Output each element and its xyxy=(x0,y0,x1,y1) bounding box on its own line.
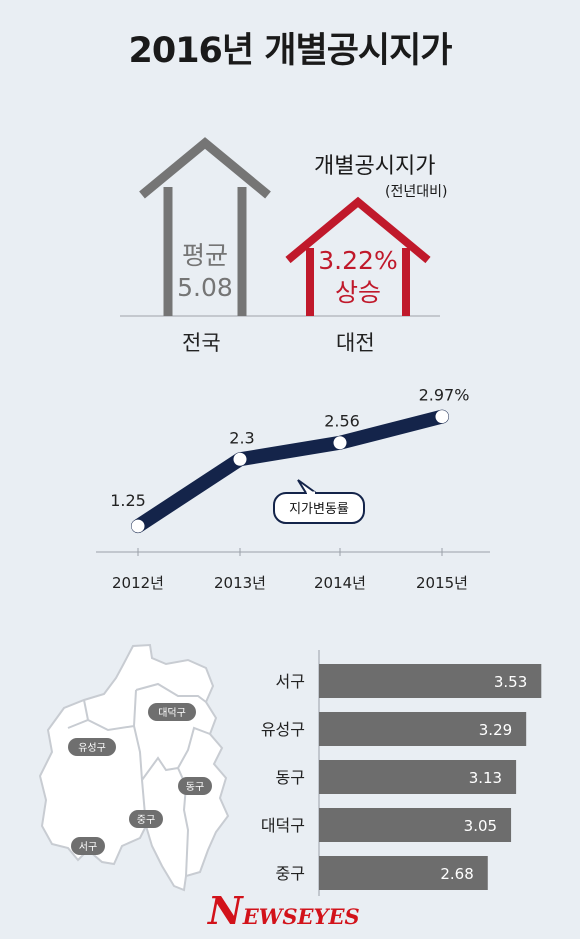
bar-value-label: 3.53 xyxy=(494,673,527,691)
national-house-value: 평균 5.08 xyxy=(168,240,242,304)
bar xyxy=(319,808,512,842)
line-data-label: 2.3 xyxy=(229,428,254,447)
bar-category-label: 대덕구 xyxy=(261,816,305,835)
land-price-line-chart: 2012년 2013년 2014년 2015년 1.25 2.3 2.56 2.97% 지가변동… xyxy=(96,386,490,592)
map-label-jung: 중구 xyxy=(137,814,155,826)
district-bar-chart: 서구 3.53 유성구 3.29 동구 3.13 대덕구 3.05 중구 2.68 xyxy=(261,650,542,896)
map-label-daedeok: 대덕구 xyxy=(158,707,186,719)
line-point xyxy=(333,436,347,450)
daejeon-label: 대전 xyxy=(336,331,375,355)
daejeon-house-outline xyxy=(285,196,431,316)
line-x-tick-label: 2013년 xyxy=(214,574,266,592)
daejeon-house-value: 3.22% 상승 xyxy=(312,245,404,309)
bar-category-label: 서구 xyxy=(276,672,305,691)
bar-category-label: 유성구 xyxy=(261,720,305,739)
line-point xyxy=(435,410,449,424)
line-x-tick-label: 2012년 xyxy=(112,574,164,592)
bar xyxy=(319,664,542,698)
newseyes-logo: NEWSEYES xyxy=(208,888,360,933)
series-callout-tail xyxy=(297,479,317,494)
line-series-path xyxy=(131,409,449,534)
bar-category-label: 중구 xyxy=(276,864,305,883)
line-data-label: 2.56 xyxy=(324,412,360,431)
series-callout-label: 지가변동률 xyxy=(289,502,349,517)
map-label-daedeok-bg xyxy=(148,703,196,721)
daejeon-district-map: 대덕구 유성구 동구 중구 서구 xyxy=(38,643,230,892)
line-data-label: 1.25 xyxy=(110,491,146,510)
line-point xyxy=(131,519,145,533)
bar xyxy=(319,760,517,794)
page-title: 2016년 개별공시지가 xyxy=(128,31,453,71)
map-label-dong-bg xyxy=(178,777,212,795)
line-x-tick-label: 2015년 xyxy=(416,574,468,592)
bar-value-label: 3.13 xyxy=(469,769,502,787)
map-label-yuseong-bg xyxy=(68,738,116,756)
national-avg-label: 평균 xyxy=(181,241,228,270)
bar-category-label: 동구 xyxy=(276,768,305,787)
bar-value-label: 3.05 xyxy=(464,817,497,835)
map-label-yuseong: 유성구 xyxy=(78,742,106,754)
series-callout-box xyxy=(273,492,365,524)
bar xyxy=(319,712,527,746)
house-illustration xyxy=(120,137,440,317)
map-label-jung-bg xyxy=(129,810,163,828)
national-house-outline xyxy=(139,137,271,316)
bar-value-label: 3.29 xyxy=(479,721,512,739)
map-label-dong: 동구 xyxy=(186,781,204,793)
annotation-subtitle: (전년대비) xyxy=(385,184,448,200)
daejeon-rise-label: 상승 xyxy=(334,278,381,307)
map-label-seo: 서구 xyxy=(79,841,97,853)
bar-value-label: 2.68 xyxy=(440,865,473,883)
annotation-title: 개별공시지가 xyxy=(314,154,436,179)
district-borders xyxy=(67,682,211,877)
line-data-label: 2.97% xyxy=(419,386,470,405)
line-x-tick-label: 2014년 xyxy=(314,574,366,592)
national-avg-value: 5.08 xyxy=(177,273,233,302)
daejeon-rate: 3.22% xyxy=(318,246,398,275)
national-label: 전국 xyxy=(182,331,221,355)
bar xyxy=(319,856,488,890)
line-point xyxy=(233,452,247,466)
map-label-seo-bg xyxy=(71,837,105,855)
